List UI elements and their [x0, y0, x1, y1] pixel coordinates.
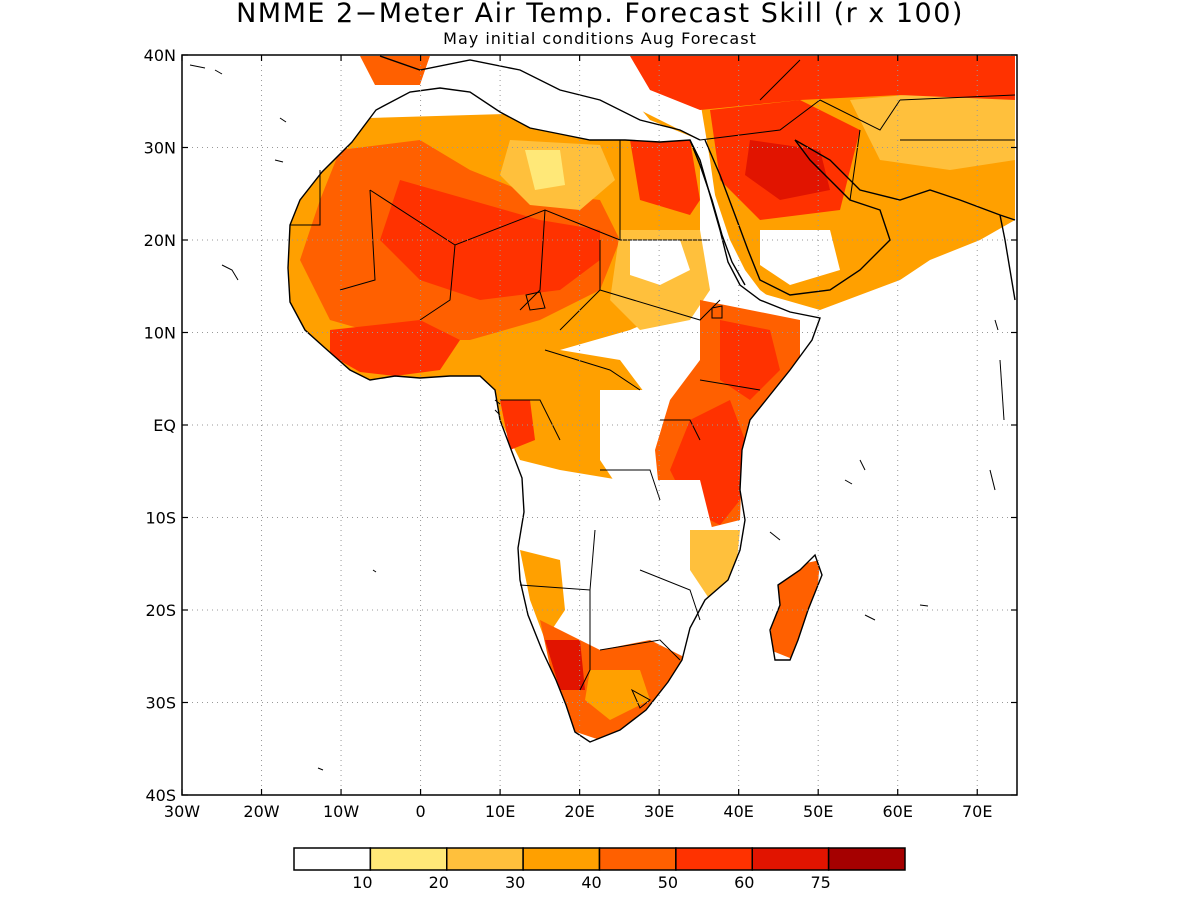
colorbar-swatch — [369, 847, 448, 871]
colorbar-swatch — [522, 847, 601, 871]
skill-zone-spain-orange — [360, 56, 430, 85]
skill-zone-southern-white — [520, 480, 720, 650]
lon-labels: 30W 20W 10W 0 10E 20E 30E 40E 50E 60E 70E — [164, 802, 993, 821]
lon-tick-label: 20W — [243, 802, 279, 821]
lon-tick-label: 40E — [723, 802, 753, 821]
colorbar-label: 30 — [505, 873, 525, 892]
lat-tick-label: 20S — [145, 601, 176, 620]
colorbar-swatch — [293, 847, 372, 871]
lon-tick-label: 30E — [644, 802, 674, 821]
lon-tick-label: 20E — [564, 802, 594, 821]
lat-tick-label: 30N — [144, 139, 176, 158]
lon-tick-label: 50E — [803, 802, 833, 821]
skill-zone-gulf-darkred — [745, 140, 830, 200]
colorbar-swatch — [446, 847, 524, 871]
lon-tick-label: 70E — [962, 802, 992, 821]
skill-zone-namibia-red — [545, 640, 585, 690]
colorbar-label: 60 — [734, 873, 754, 892]
coast-persian-gulf — [794, 139, 1016, 221]
lat-tick-label: 40S — [145, 786, 176, 805]
map-subtitle: May initial conditions Aug Forecast — [443, 29, 757, 48]
lat-tick-label: 40N — [144, 46, 176, 65]
lon-tick-label: 0 — [415, 802, 425, 821]
skill-zone-sudan-white — [630, 240, 690, 285]
colorbar-swatch — [827, 847, 906, 871]
lat-tick-label: 30S — [145, 694, 176, 713]
colorbar-swatch — [675, 847, 753, 871]
colorbar-label: 50 — [658, 873, 678, 892]
lat-tick-label: 10N — [144, 324, 176, 343]
map-frame — [181, 54, 1018, 796]
colorbar-label: 75 — [810, 873, 830, 892]
lon-tick-label: 10E — [485, 802, 515, 821]
islands — [189, 64, 1005, 771]
skill-zone-sahel-red — [380, 180, 600, 300]
skill-zone-cape-orange — [585, 670, 650, 720]
lat-tick-label: EQ — [153, 416, 176, 435]
lat-tick-label: 10S — [145, 509, 176, 528]
colorbar-label: 10 — [352, 873, 372, 892]
skill-zone-yemen-white — [760, 230, 840, 285]
coast-red-sea-west — [689, 139, 746, 286]
skill-zone-egypt-lightyellow — [525, 150, 565, 190]
lon-tick-label: 10W — [323, 802, 359, 821]
gridlines — [182, 55, 1017, 795]
lat-tick-label: 20N — [144, 231, 176, 250]
skill-zone-turkey-red — [630, 56, 1015, 110]
skill-zone-iran-yellow — [850, 85, 1015, 170]
skill-zone-congo-white — [600, 390, 650, 490]
skill-zone-west-africa-red — [330, 320, 460, 376]
lon-tick-label: 60E — [882, 802, 912, 821]
map-title: NMME 2−Meter Air Temp. Forecast Skill (r… — [236, 0, 964, 29]
colorbar-swatch — [751, 847, 830, 871]
skill-zone-egypt-red — [630, 140, 700, 215]
skill-zone-angola-orange — [520, 550, 565, 640]
colorbar-label: 20 — [429, 873, 449, 892]
country-borders — [290, 59, 1016, 709]
axis-ticks — [181, 54, 1017, 796]
lat-labels: 40N 30N 20N 10N EQ 10S 20S 30S 40S — [144, 46, 176, 805]
coast-india-west — [999, 214, 1016, 301]
lon-tick-label: 30W — [164, 802, 200, 821]
skill-zone-ethiopia-red — [720, 320, 780, 400]
coast-arabia — [704, 139, 891, 296]
skill-field — [288, 56, 1015, 742]
coast-madagascar — [769, 553, 823, 661]
colorbar: 10 20 30 40 50 60 75 — [293, 847, 906, 892]
coastlines — [287, 55, 1016, 743]
coast-mediterranean-north — [379, 55, 701, 141]
colorbar-swatch — [598, 847, 677, 871]
colorbar-label: 40 — [581, 873, 601, 892]
